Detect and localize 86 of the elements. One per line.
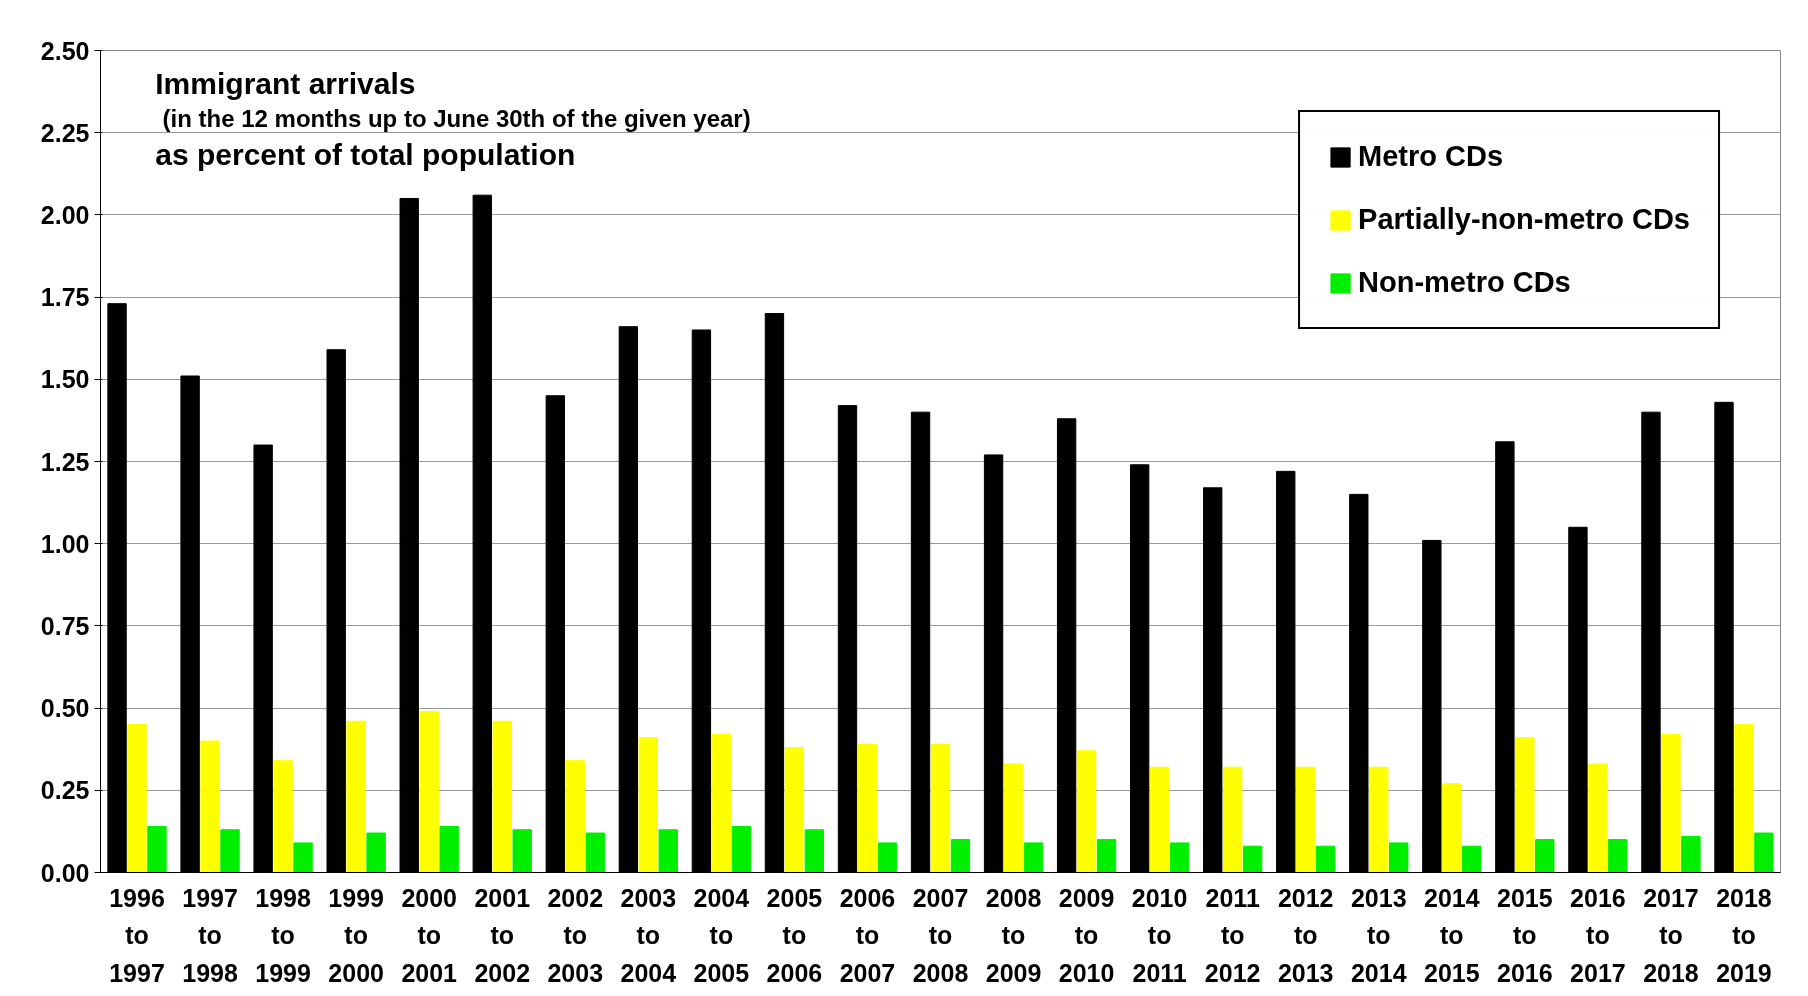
bar [1754, 832, 1774, 873]
legend-label: Non-metro CDs [1358, 266, 1571, 299]
bar [1023, 842, 1044, 873]
bar [1296, 766, 1316, 873]
y-tick-label: 1.75 [40, 283, 90, 312]
bar [346, 720, 366, 873]
y-tick-label: 1.00 [40, 529, 90, 558]
y-tick-label: 0.50 [40, 694, 90, 723]
bar [1535, 839, 1555, 873]
x-tick-label: 2007 to 2008 [912, 883, 969, 988]
x-tick-label: 2013 to 2014 [1350, 883, 1407, 988]
bar [804, 829, 825, 873]
x-tick-label: 1996 to 1997 [109, 883, 165, 988]
bar [439, 825, 459, 873]
bar [293, 842, 313, 873]
bar [1003, 763, 1024, 873]
x-tick-label: 2009 to 2010 [1058, 883, 1115, 988]
y-tick-label: 0.00 [40, 858, 90, 887]
bar [1076, 750, 1097, 873]
bar [419, 710, 439, 873]
x-tick-label: 1997 to 1998 [182, 883, 238, 988]
bar [1608, 839, 1628, 873]
bar [950, 839, 971, 873]
bar [711, 733, 732, 873]
y-tick-label: 2.25 [40, 118, 90, 147]
legend-label: Metro CDs [1358, 140, 1504, 173]
x-tick-label: 2017 to 2018 [1643, 883, 1699, 988]
bar [857, 743, 878, 873]
y-tick-label: 0.75 [40, 611, 90, 640]
x-tick-label: 2001 to 2002 [474, 883, 531, 988]
y-tick-label: 1.25 [40, 447, 90, 476]
x-tick-label: 2018 to 2019 [1716, 883, 1772, 988]
bar [366, 832, 386, 873]
bar [658, 829, 678, 873]
bar [585, 832, 605, 873]
legend-label: Partially-non-metro CDs [1358, 203, 1690, 236]
bar [200, 740, 220, 873]
x-tick-label: 2004 to 2005 [693, 883, 750, 988]
bar [638, 737, 659, 873]
bar [1462, 845, 1482, 873]
x-tick-label: 2012 to 2013 [1277, 883, 1334, 988]
y-tick-label: 1.50 [40, 365, 90, 394]
bar [127, 724, 147, 873]
bar [1222, 766, 1243, 873]
bar [1515, 737, 1535, 873]
bar [1681, 835, 1701, 873]
x-tick-label: 2006 to 2007 [839, 883, 896, 988]
x-tick-label: 2016 to 2017 [1570, 883, 1626, 988]
x-tick-label: 2003 to 2004 [620, 883, 677, 988]
bar [1661, 733, 1681, 873]
y-tick-label: 2.00 [40, 200, 90, 229]
bar [1169, 842, 1190, 873]
bar [731, 825, 752, 873]
annotation: as percent of total population [155, 137, 576, 171]
bar [1389, 842, 1409, 873]
bar [1369, 766, 1389, 873]
x-tick-label: 1998 to 1999 [255, 883, 312, 988]
x-tick-label: 2002 to 2003 [547, 883, 604, 988]
bar [877, 842, 898, 873]
x-tick-label: 1999 to 2000 [328, 883, 384, 988]
bar [273, 760, 293, 873]
bar [1316, 845, 1336, 873]
bar [220, 829, 240, 873]
x-tick-label: 2005 to 2006 [766, 883, 823, 988]
bar [147, 825, 167, 873]
x-tick-label: 2011 to 2012 [1204, 883, 1261, 988]
text: Immigrant arrivals [155, 66, 416, 100]
bar [512, 829, 532, 873]
y-tick-label: 0.25 [40, 776, 90, 805]
x-tick-label: 2014 to 2015 [1424, 883, 1480, 988]
x-tick-label: 2000 to 2001 [401, 883, 458, 988]
x-tick-label: 2010 to 2011 [1131, 883, 1188, 988]
text: (in the 12 months up to June 30th of the given year) [162, 104, 751, 132]
bar [565, 760, 585, 873]
bar [492, 720, 512, 873]
bar [930, 743, 951, 873]
bar [1734, 724, 1754, 873]
bar [1149, 766, 1170, 873]
bar [784, 747, 805, 873]
bar [1242, 845, 1263, 873]
x-tick-label: 2008 to 2009 [985, 883, 1042, 988]
bar [1588, 763, 1608, 873]
y-tick-label: 2.50 [40, 36, 90, 65]
bar [1096, 839, 1117, 873]
x-tick-label: 2015 to 2016 [1497, 883, 1553, 988]
bar [1442, 783, 1462, 873]
